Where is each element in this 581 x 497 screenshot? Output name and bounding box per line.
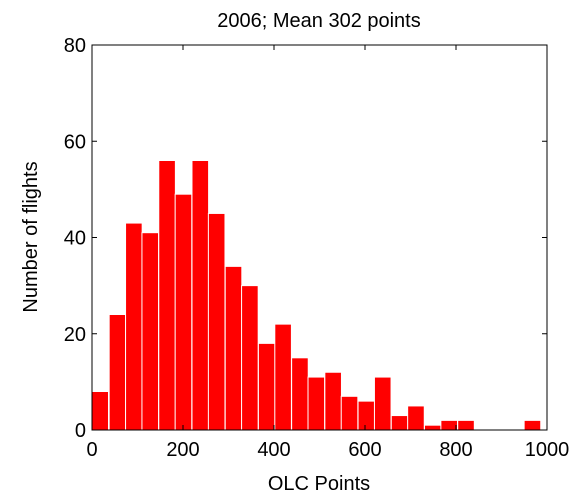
y-axis: 0 20 40 60 80 bbox=[64, 35, 547, 442]
x-tick-label: 0 bbox=[86, 439, 97, 461]
x-tick-label: 600 bbox=[348, 439, 381, 461]
histogram-bar bbox=[457, 419, 475, 431]
histogram-bar bbox=[423, 424, 442, 431]
histogram-bar bbox=[357, 400, 376, 431]
histogram-bar bbox=[324, 371, 342, 431]
histogram-bar bbox=[108, 314, 127, 431]
histogram-bar bbox=[174, 193, 193, 431]
y-tick-label: 0 bbox=[75, 420, 86, 442]
histogram-bar bbox=[257, 342, 276, 431]
y-axis-label: Number of flights bbox=[20, 161, 42, 312]
x-tick-label: 1000 bbox=[525, 439, 570, 461]
histogram-bar bbox=[91, 391, 109, 431]
histogram-bar bbox=[340, 395, 359, 431]
bars-group bbox=[91, 160, 542, 431]
histogram-bar bbox=[440, 419, 458, 431]
y-tick-label: 20 bbox=[64, 324, 86, 346]
histogram-bar bbox=[125, 222, 143, 431]
x-tick-label: 400 bbox=[257, 439, 290, 461]
histogram-bar bbox=[291, 357, 309, 431]
histogram-bar bbox=[141, 232, 160, 431]
histogram-bar bbox=[241, 285, 259, 431]
x-axis: 0 200 400 600 800 1000 bbox=[86, 45, 569, 461]
chart-title: 2006; Mean 302 points bbox=[217, 10, 421, 32]
x-tick-label: 200 bbox=[166, 439, 199, 461]
histogram-bar bbox=[224, 265, 243, 431]
histogram-bar bbox=[407, 405, 425, 431]
histogram-bar bbox=[191, 160, 210, 431]
x-axis-label: OLC Points bbox=[268, 473, 370, 495]
histogram-bar bbox=[274, 323, 292, 431]
histogram-bar bbox=[158, 160, 176, 431]
y-tick-label: 60 bbox=[64, 131, 86, 153]
histogram-bar bbox=[307, 376, 326, 431]
x-tick-label: 800 bbox=[439, 439, 472, 461]
histogram-bar bbox=[207, 212, 226, 431]
histogram-bar bbox=[373, 376, 392, 431]
y-tick-label: 40 bbox=[64, 228, 86, 250]
histogram-bar bbox=[523, 419, 542, 431]
histogram-bar bbox=[390, 415, 409, 431]
y-tick-label: 80 bbox=[64, 35, 86, 57]
